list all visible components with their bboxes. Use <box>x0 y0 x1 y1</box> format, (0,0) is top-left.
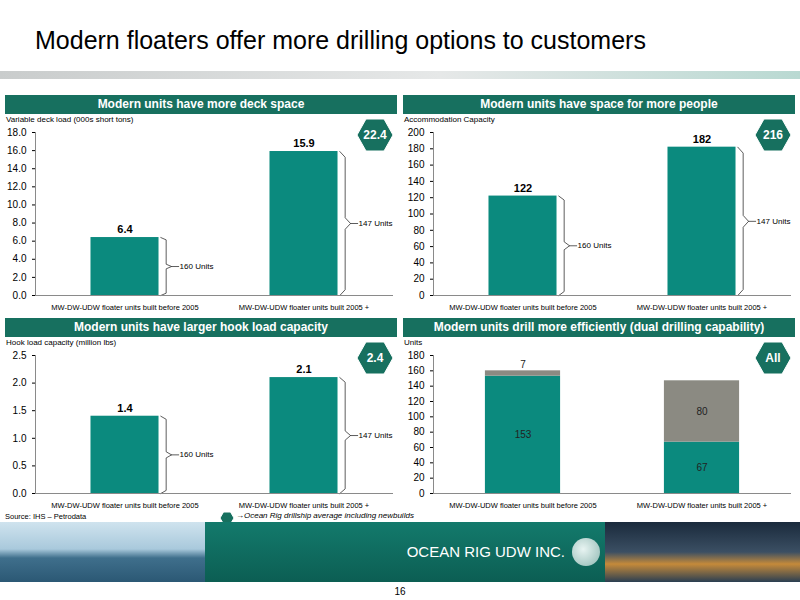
svg-text:67: 67 <box>696 462 708 473</box>
svg-text:20: 20 <box>413 273 425 284</box>
svg-text:40: 40 <box>413 257 425 268</box>
svg-text:100: 100 <box>408 411 425 422</box>
html-text:Modern units have more deck sp: Modern units have more deck space <box>97 97 305 111</box>
svg-text:MW-DW-UDW floater units built: MW-DW-UDW floater units built 2005 + <box>637 303 768 312</box>
html-text:Modern units have larger hook: Modern units have larger hook load capac… <box>74 320 328 334</box>
html-text:Units: Units <box>404 338 423 347</box>
svg-text:MW-DW-UDW floater units built: MW-DW-UDW floater units built 2005 + <box>637 501 768 510</box>
svg-text:2.1: 2.1 <box>296 363 311 375</box>
svg-text:140: 140 <box>408 176 425 187</box>
svg-text:0: 0 <box>419 290 425 301</box>
svg-text:160 Units: 160 Units <box>578 241 612 250</box>
svg-text:20: 20 <box>413 472 425 483</box>
svg-text:160 Units: 160 Units <box>180 450 214 459</box>
svg-text:10.0: 10.0 <box>7 199 27 210</box>
svg-text:0: 0 <box>419 488 425 499</box>
svg-text:MW-DW-UDW floater units built: MW-DW-UDW floater units built before 200… <box>449 501 596 510</box>
html-text:16: 16 <box>394 586 406 597</box>
svg-text:80: 80 <box>696 406 708 417</box>
svg-text:80: 80 <box>413 225 425 236</box>
svg-text:40: 40 <box>413 457 425 468</box>
html-text:Modern floaters offer more dri: Modern floaters offer more drilling opti… <box>35 26 646 54</box>
svg-text:182: 182 <box>693 133 711 145</box>
svg-text:147 Units: 147 Units <box>359 219 393 228</box>
svg-text:140: 140 <box>408 380 425 391</box>
svg-text:14.0: 14.0 <box>7 163 27 174</box>
svg-text:15.9: 15.9 <box>293 137 314 149</box>
svg-text:180: 180 <box>408 143 425 154</box>
svg-text:0.5: 0.5 <box>13 460 27 471</box>
svg-text:0.0: 0.0 <box>13 488 27 499</box>
svg-text:122: 122 <box>514 182 532 194</box>
svg-text:MW-DW-UDW floater units built: MW-DW-UDW floater units built before 200… <box>449 303 596 312</box>
svg-text:6.4: 6.4 <box>117 223 133 235</box>
svg-text:All: All <box>765 351 780 365</box>
svg-text:160: 160 <box>408 159 425 170</box>
svg-text:MW-DW-UDW floater units built: MW-DW-UDW floater units built before 200… <box>51 501 198 510</box>
svg-text:18.0: 18.0 <box>7 127 27 138</box>
svg-text:1.0: 1.0 <box>13 433 27 444</box>
svg-text:80: 80 <box>413 426 425 437</box>
svg-text:180: 180 <box>408 350 425 361</box>
svg-text:1.5: 1.5 <box>13 405 27 416</box>
svg-text:2.5: 2.5 <box>13 350 27 361</box>
svg-text:120: 120 <box>408 396 425 407</box>
html-text:Modern units drill more effici: Modern units drill more efficiently (dua… <box>433 320 765 334</box>
svg-text:160 Units: 160 Units <box>180 262 214 271</box>
svg-text:120: 120 <box>408 192 425 203</box>
svg-text:8.0: 8.0 <box>13 217 27 228</box>
html-text:→Ocean Rig drillship average i: →Ocean Rig drillship average including n… <box>236 511 414 520</box>
svg-text:60: 60 <box>413 241 425 252</box>
html-text:Source: IHS – Petrodata: Source: IHS – Petrodata <box>5 512 87 521</box>
svg-text:147 Units: 147 Units <box>757 217 791 226</box>
svg-text:153: 153 <box>515 429 532 440</box>
svg-text:100: 100 <box>408 208 425 219</box>
svg-text:200: 200 <box>408 127 425 138</box>
svg-text:60: 60 <box>413 442 425 453</box>
html-text:Variable deck load (000s short: Variable deck load (000s short tons) <box>6 115 134 124</box>
svg-text:1.4: 1.4 <box>117 402 133 414</box>
svg-text:2.0: 2.0 <box>13 377 27 388</box>
svg-text:MW-DW-UDW floater units built: MW-DW-UDW floater units built before 200… <box>51 303 198 312</box>
svg-text:12.0: 12.0 <box>7 181 27 192</box>
svg-text:MW-DW-UDW floater units built: MW-DW-UDW floater units built 2005 + <box>239 501 370 510</box>
html-text:Accommodation Capacity: Accommodation Capacity <box>404 115 495 124</box>
html-text:Modern units have space for mo: Modern units have space for more people <box>480 97 718 111</box>
svg-text:147 Units: 147 Units <box>359 431 393 440</box>
svg-text:0.0: 0.0 <box>13 290 27 301</box>
svg-text:216: 216 <box>763 128 783 142</box>
svg-text:MW-DW-UDW floater units built: MW-DW-UDW floater units built 2005 + <box>239 303 370 312</box>
html-text:Hook load capacity (million lb: Hook load capacity (million lbs) <box>6 338 117 347</box>
svg-text:22.4: 22.4 <box>363 128 387 142</box>
svg-text:2.0: 2.0 <box>13 272 27 283</box>
svg-text:7: 7 <box>520 359 526 370</box>
html-text:OCEAN RIG UDW INC.: OCEAN RIG UDW INC. <box>406 543 565 560</box>
svg-text:2.4: 2.4 <box>367 351 384 365</box>
svg-text:16.0: 16.0 <box>7 145 27 156</box>
svg-text:6.0: 6.0 <box>13 235 27 246</box>
svg-text:160: 160 <box>408 365 425 376</box>
svg-text:4.0: 4.0 <box>13 253 27 264</box>
